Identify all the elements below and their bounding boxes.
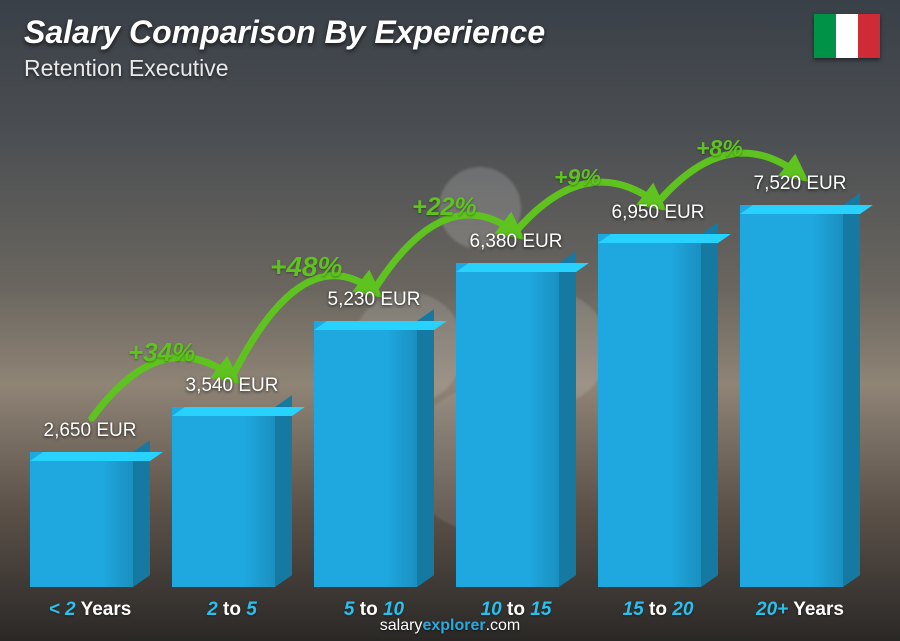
flag-stripe-green (814, 14, 836, 58)
bar-side-face (701, 222, 718, 587)
bar (172, 407, 292, 587)
bar-group: 7,520 EUR20+ Years (740, 173, 860, 587)
footer-attribution: salaryexplorer.com (0, 617, 900, 635)
bar-front-face (456, 263, 559, 587)
bar-side-face (133, 440, 150, 587)
bar-top-face (30, 452, 163, 461)
delta-percent-label: +48% (270, 251, 342, 283)
bar-top-face (314, 321, 447, 330)
bar (30, 452, 150, 587)
bar-top-face (740, 205, 873, 214)
bar-front-face (30, 452, 133, 587)
delta-percent-label: +34% (128, 337, 195, 368)
flag-stripe-red (858, 14, 880, 58)
bar-value-label: 6,950 EUR (612, 202, 705, 224)
bar-value-label: 2,650 EUR (44, 420, 137, 442)
bar-value-label: 7,520 EUR (754, 173, 847, 195)
bar-side-face (843, 193, 860, 587)
bar-value-label: 6,380 EUR (470, 231, 563, 253)
footer-suffix: .com (486, 617, 521, 634)
bar (740, 205, 860, 587)
bar-top-face (172, 407, 305, 416)
bar-group: 5,230 EUR5 to 10 (314, 289, 434, 587)
infographic-canvas: Salary Comparison By Experience Retentio… (0, 0, 900, 641)
bar-side-face (417, 309, 434, 587)
bar-group: 3,540 EUR2 to 5 (172, 375, 292, 587)
bar-group: 6,950 EUR15 to 20 (598, 202, 718, 587)
bar (456, 263, 576, 587)
bar-value-label: 3,540 EUR (186, 375, 279, 397)
bar (314, 321, 434, 587)
delta-percent-label: +22% (412, 193, 477, 222)
flag-stripe-white (836, 14, 858, 58)
bar-front-face (740, 205, 843, 587)
delta-percent-label: +9% (554, 164, 601, 191)
bar-front-face (598, 234, 701, 587)
bar-side-face (559, 251, 576, 587)
bar-front-face (172, 407, 275, 587)
bar-top-face (598, 234, 731, 243)
bar-side-face (275, 395, 292, 587)
bar (598, 234, 718, 587)
chart-title: Salary Comparison By Experience (24, 14, 545, 51)
footer-accent: explorer (422, 617, 485, 634)
delta-percent-label: +8% (696, 135, 743, 162)
country-flag-italy (814, 14, 880, 58)
bar-front-face (314, 321, 417, 587)
bar-value-label: 5,230 EUR (328, 289, 421, 311)
bar-top-face (456, 263, 589, 272)
bar-group: 2,650 EUR< 2 Years (30, 420, 150, 587)
bar-group: 6,380 EUR10 to 15 (456, 231, 576, 587)
footer-prefix: salary (380, 617, 423, 634)
